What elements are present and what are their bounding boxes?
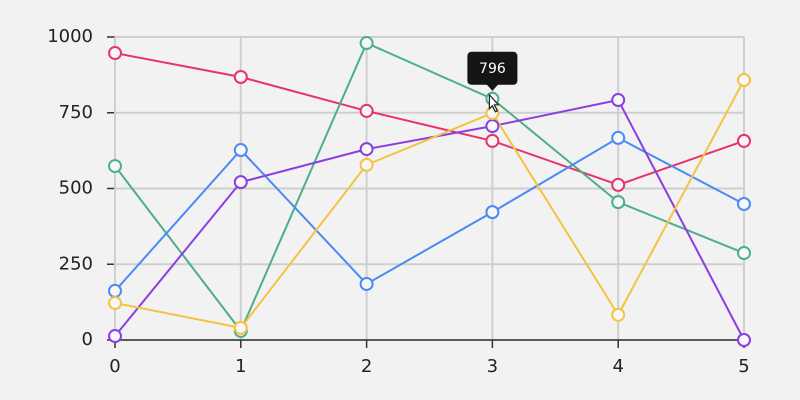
data-point <box>108 329 122 344</box>
data-point <box>359 276 374 291</box>
data-point <box>737 246 751 261</box>
data-point <box>108 283 122 298</box>
data-point <box>737 73 751 88</box>
data-point <box>611 195 626 210</box>
data-point <box>108 46 122 61</box>
data-point <box>233 320 248 335</box>
data-point <box>108 159 122 174</box>
series-line <box>114 79 745 329</box>
data-point <box>359 142 374 157</box>
tooltip-arrow <box>486 84 499 91</box>
y-tick-label: 0 <box>82 329 93 350</box>
tooltip-box <box>467 51 518 85</box>
series-line <box>114 136 745 292</box>
series-line <box>114 52 745 186</box>
x-tick-label: 2 <box>361 356 372 377</box>
data-point <box>485 133 500 148</box>
data-point <box>611 177 626 192</box>
data-point <box>359 36 374 51</box>
x-tick-label: 4 <box>612 356 623 377</box>
data-point <box>737 333 751 347</box>
x-tick-label: 0 <box>109 356 120 377</box>
data-point <box>611 130 626 145</box>
data-point <box>233 69 248 84</box>
data-point <box>233 143 248 158</box>
data-point <box>485 119 500 134</box>
series-line <box>114 41 745 333</box>
data-point <box>611 93 626 108</box>
y-tick-label: 250 <box>59 253 93 274</box>
tooltip-value: 796 <box>479 61 506 77</box>
data-point <box>233 175 248 190</box>
x-tick-label: 5 <box>738 356 749 377</box>
y-tick-label: 500 <box>59 178 93 199</box>
y-tick-label: 750 <box>59 102 93 123</box>
data-point <box>485 205 500 220</box>
data-point <box>611 307 626 322</box>
data-point <box>359 103 374 118</box>
x-tick-label: 3 <box>487 356 498 377</box>
data-point <box>108 296 122 311</box>
y-tick-label: 1000 <box>47 26 93 47</box>
cursor <box>488 93 500 113</box>
data-point <box>737 133 751 148</box>
series-line <box>114 98 745 341</box>
data-point <box>737 196 751 211</box>
data-point <box>359 157 374 172</box>
tooltip: 796 <box>467 51 518 91</box>
x-tick-label: 1 <box>235 356 246 377</box>
